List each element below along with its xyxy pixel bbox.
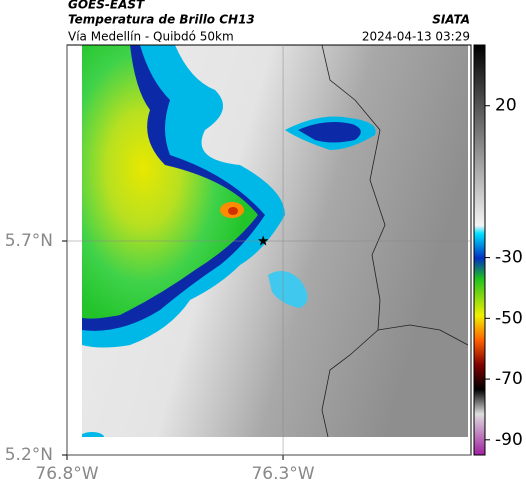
title: Temperatura de Brillo CH13: [68, 13, 255, 27]
subtitle: Vía Medellín - Quibdó 50km: [68, 30, 234, 44]
x-tick-label: 76.8°W: [35, 464, 98, 484]
colorbar-tick-label: -50: [495, 308, 523, 328]
datetime: 2024-04-13 03:29: [362, 30, 470, 44]
colorbar-tick-label: -30: [495, 248, 523, 268]
x-tick-label: 76.3°W: [251, 464, 314, 484]
brand: SIATA: [432, 13, 470, 27]
colorbar-tick-label: -90: [495, 430, 523, 450]
location-marker: [257, 235, 269, 246]
colorbar-tick-label: 20: [495, 96, 517, 116]
satellite-image: [82, 45, 468, 437]
source: GOES-EAST: [68, 0, 145, 12]
colorbar-tick-label: -70: [495, 369, 523, 389]
y-tick-label: 5.2°N: [5, 445, 53, 465]
colorbar: [473, 44, 486, 456]
y-tick-label: 5.7°N: [5, 231, 53, 251]
